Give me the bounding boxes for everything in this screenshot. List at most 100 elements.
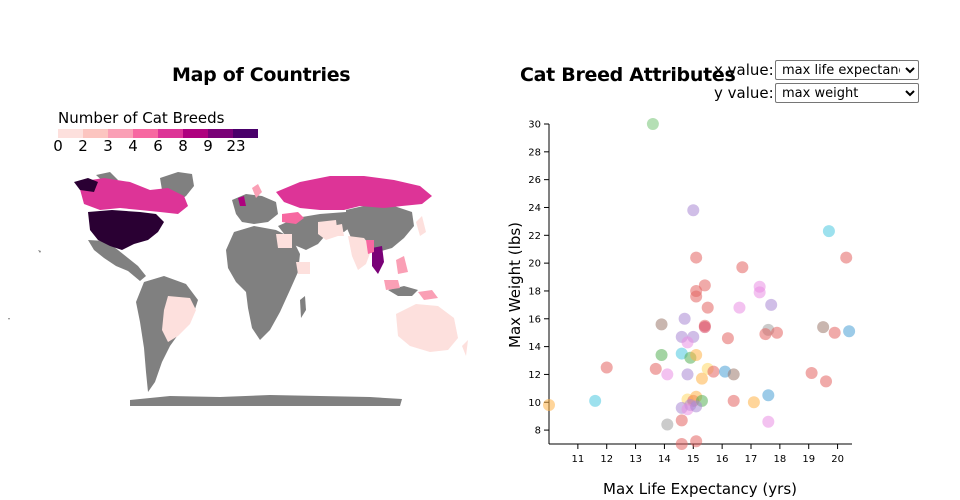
scatter-point[interactable] bbox=[759, 328, 772, 341]
country-indonesia-east[interactable] bbox=[418, 290, 438, 300]
country-uk[interactable] bbox=[238, 196, 246, 206]
scatter-point[interactable] bbox=[687, 204, 700, 217]
scatter-point[interactable] bbox=[655, 318, 668, 331]
x-value-select[interactable]: max life expectancy bbox=[775, 60, 919, 80]
legend-label: 3 bbox=[103, 137, 113, 155]
scatter-point[interactable] bbox=[661, 368, 674, 381]
country-afghanistan[interactable] bbox=[332, 224, 344, 236]
y-tick-label: 16 bbox=[528, 314, 541, 325]
scatter-point[interactable] bbox=[727, 394, 740, 407]
legend-swatch bbox=[158, 129, 183, 138]
scatter-point[interactable] bbox=[762, 415, 775, 428]
legend-labels: 0 2 3 4 6 8 9 23 bbox=[0, 137, 300, 157]
scatter-point[interactable] bbox=[675, 438, 688, 450]
scatter-point[interactable] bbox=[753, 286, 766, 299]
world-map bbox=[8, 172, 468, 406]
scatter-point[interactable] bbox=[690, 290, 703, 303]
y-tick-label: 8 bbox=[535, 426, 541, 437]
country-madagascar[interactable] bbox=[300, 296, 306, 318]
country-philippines[interactable] bbox=[396, 256, 408, 274]
scatter-point[interactable] bbox=[681, 336, 694, 349]
scatter-point[interactable] bbox=[678, 312, 691, 325]
country-myanmar[interactable] bbox=[366, 240, 374, 254]
scatter-point[interactable] bbox=[646, 118, 659, 130]
scatter-point[interactable] bbox=[661, 418, 674, 431]
scatter-point[interactable] bbox=[820, 375, 833, 388]
scatter-point[interactable] bbox=[721, 332, 734, 345]
scatter-point[interactable] bbox=[690, 400, 703, 413]
country-new-zealand[interactable] bbox=[462, 340, 468, 356]
country-japan[interactable] bbox=[416, 216, 426, 236]
scatter-point[interactable] bbox=[701, 301, 714, 314]
country-africa[interactable] bbox=[226, 226, 300, 340]
scatter-point[interactable] bbox=[690, 435, 703, 448]
legend-label: 8 bbox=[178, 137, 188, 155]
x-tick-label: 20 bbox=[831, 454, 844, 465]
scatter-point[interactable] bbox=[698, 321, 711, 334]
country-antarctica[interactable] bbox=[130, 395, 402, 406]
scatter-points bbox=[543, 118, 856, 450]
country-norway[interactable] bbox=[252, 184, 262, 198]
y-tick-label: 28 bbox=[528, 147, 541, 158]
x-tick-label: 13 bbox=[629, 454, 642, 465]
country-mexico[interactable] bbox=[88, 240, 146, 281]
country-australia[interactable] bbox=[396, 304, 458, 352]
map-title: Map of Countries bbox=[172, 64, 351, 86]
country-iran[interactable] bbox=[318, 220, 338, 240]
y-tick-label: 30 bbox=[528, 120, 541, 131]
scatter-point[interactable] bbox=[762, 389, 775, 402]
scatter-point[interactable] bbox=[840, 251, 853, 264]
scatter-point[interactable] bbox=[747, 396, 760, 409]
x-tick-label: 12 bbox=[600, 454, 613, 465]
y-value-select[interactable]: max weight bbox=[775, 83, 919, 103]
country-canada[interactable] bbox=[78, 178, 188, 214]
y-tick-label: 18 bbox=[528, 286, 541, 297]
y-tick-label: 10 bbox=[528, 398, 541, 409]
x-tick-label: 18 bbox=[773, 454, 786, 465]
scatter-point[interactable] bbox=[600, 361, 613, 374]
scatter-point[interactable] bbox=[698, 279, 711, 292]
scatter-point[interactable] bbox=[805, 367, 818, 380]
scatter-point[interactable] bbox=[681, 368, 694, 381]
scatter-point[interactable] bbox=[690, 251, 703, 264]
country-turkey[interactable] bbox=[282, 212, 304, 224]
scatter-point[interactable] bbox=[655, 348, 668, 361]
country-thailand[interactable] bbox=[372, 246, 384, 274]
x-tick-label: 15 bbox=[687, 454, 700, 465]
y-value-label: y value: bbox=[714, 84, 774, 102]
scatter-point[interactable] bbox=[589, 394, 602, 407]
scatter-point[interactable] bbox=[707, 365, 720, 378]
scatter-point[interactable] bbox=[727, 368, 740, 381]
scatter-point[interactable] bbox=[695, 372, 708, 385]
scatter-point[interactable] bbox=[817, 321, 830, 334]
country-usa[interactable] bbox=[88, 210, 164, 250]
scatter-point[interactable] bbox=[543, 399, 555, 412]
country-alaska[interactable] bbox=[74, 178, 98, 192]
country-ethiopia[interactable] bbox=[296, 262, 310, 274]
scatter-point[interactable] bbox=[675, 414, 688, 427]
scatter-point[interactable] bbox=[736, 261, 749, 274]
scatter-point[interactable] bbox=[733, 301, 746, 314]
country-india[interactable] bbox=[348, 236, 372, 270]
scatter-point[interactable] bbox=[822, 225, 835, 238]
country-egypt[interactable] bbox=[276, 234, 292, 248]
scatter-point[interactable] bbox=[690, 348, 703, 361]
x-value-control: x value: max life expectancy bbox=[714, 60, 919, 80]
scatter-point[interactable] bbox=[843, 325, 856, 338]
scatter-point[interactable] bbox=[828, 326, 841, 339]
scatter-point[interactable] bbox=[765, 298, 778, 311]
x-tick-label: 16 bbox=[716, 454, 729, 465]
scatter-point[interactable] bbox=[649, 362, 662, 375]
legend-label: 9 bbox=[203, 137, 213, 155]
legend-swatch bbox=[58, 129, 83, 138]
y-tick-label: 26 bbox=[528, 175, 541, 186]
legend-label: 0 bbox=[53, 137, 63, 155]
country-brazil[interactable] bbox=[162, 296, 196, 342]
legend-swatch bbox=[183, 129, 208, 138]
y-tick-label: 20 bbox=[528, 259, 541, 270]
country-russia[interactable] bbox=[276, 176, 432, 210]
scatter-point[interactable] bbox=[770, 326, 783, 339]
country-malaysia[interactable] bbox=[384, 280, 400, 290]
y-tick-label: 14 bbox=[528, 342, 541, 353]
